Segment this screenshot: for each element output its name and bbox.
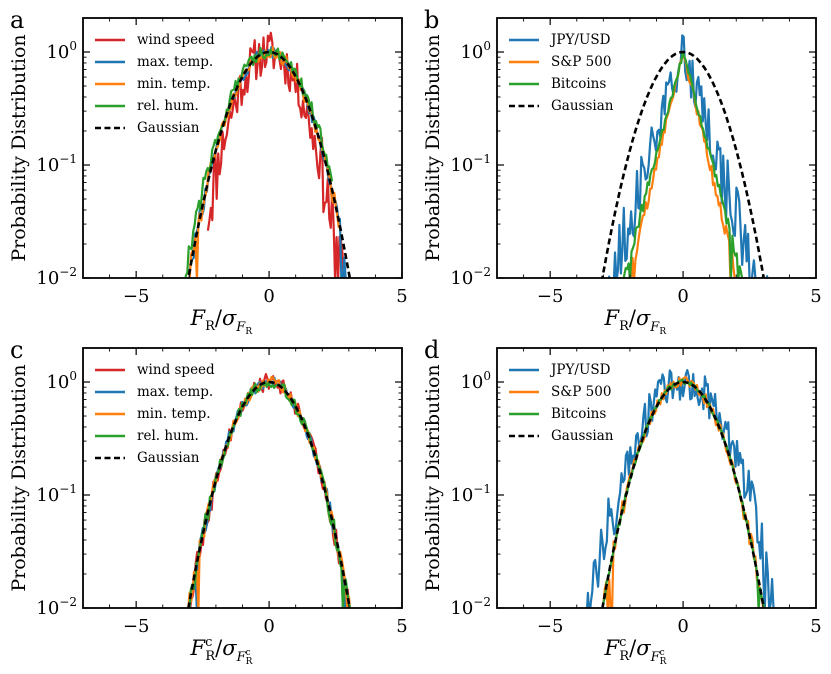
legend-entry: max. temp. <box>137 54 213 70</box>
x-axis-label: FR/σFR <box>190 306 253 337</box>
y-tick-label: 100 <box>460 369 491 393</box>
series-line-gaussian <box>601 380 766 608</box>
x-tick-label: −5 <box>123 286 150 307</box>
x-tick-label: 0 <box>677 286 688 307</box>
legend-entry: max. temp. <box>137 384 213 400</box>
y-tick-label: 100 <box>46 369 77 393</box>
legend-entry: Gaussian <box>137 120 200 136</box>
panel-letter: c <box>10 336 23 364</box>
legend-entry: min. temp. <box>137 406 211 422</box>
x-axis-label: FR/σFR <box>604 306 667 337</box>
series-line-jpy-usd <box>585 369 782 608</box>
plot-area <box>184 31 352 278</box>
legend: wind speed max. temp. min. temp. rel. hum. G… <box>95 362 215 466</box>
plot-area <box>187 373 352 608</box>
series-line-gaussian <box>187 50 352 278</box>
legend-entry: S&P 500 <box>551 54 611 70</box>
legend: JPY/USD S&P 500 Bitcoins Gaussian <box>509 32 614 114</box>
legend-entry: wind speed <box>137 32 215 48</box>
legend-entry: rel. hum. <box>137 98 199 114</box>
series-line-jpy-usd <box>607 34 769 278</box>
y-tick-label: 10−2 <box>36 595 77 619</box>
legend-entry: min. temp. <box>137 76 211 92</box>
x-axis-label: Fc R/σFc R <box>190 635 253 667</box>
panel-letter: a <box>10 6 24 34</box>
panel-letter: b <box>424 6 439 34</box>
y-axis-label: Probability Distribution <box>8 364 30 591</box>
legend-entry: S&P 500 <box>551 384 611 400</box>
x-tick-label: 5 <box>810 616 821 637</box>
legend-entry: JPY/USD <box>549 362 611 378</box>
legend-entry: JPY/USD <box>549 32 611 48</box>
y-tick-label: 10−1 <box>36 482 77 506</box>
x-tick-label: 0 <box>263 616 274 637</box>
legend-entry: Bitcoins <box>551 406 606 422</box>
legend: JPY/USD S&P 500 Bitcoins Gaussian <box>509 362 614 444</box>
axes-frame <box>82 17 403 279</box>
y-tick-label: 10−2 <box>450 265 491 289</box>
x-tick-label: 5 <box>396 616 407 637</box>
axes-frame <box>82 347 403 609</box>
x-tick-label: 5 <box>810 286 821 307</box>
y-tick-label: 100 <box>460 39 491 63</box>
legend-entry: wind speed <box>137 362 215 378</box>
y-tick-label: 100 <box>46 39 77 63</box>
y-tick-label: 10−1 <box>450 152 491 176</box>
series-line-rel-hum- <box>184 46 334 278</box>
series-line-wind-speed <box>206 31 345 278</box>
plot-area <box>585 369 782 608</box>
y-tick-label: 10−1 <box>450 482 491 506</box>
legend-entry: rel. hum. <box>137 428 199 444</box>
y-tick-label: 10−1 <box>36 152 77 176</box>
x-tick-label: −5 <box>537 616 564 637</box>
legend-entry: Bitcoins <box>551 76 606 92</box>
legend-entry: Gaussian <box>551 428 614 444</box>
x-tick-label: 0 <box>263 286 274 307</box>
plot-area <box>601 34 769 278</box>
legend: wind speed max. temp. min. temp. rel. hum. G… <box>95 32 215 136</box>
series-line-bitcoins <box>622 51 744 278</box>
legend-entry: Gaussian <box>137 450 200 466</box>
y-tick-label: 10−2 <box>450 595 491 619</box>
series-line-gaussian <box>601 50 766 278</box>
x-axis-label: Fc R/σFc R <box>604 635 667 667</box>
y-axis-label: Probability Distribution <box>8 34 30 261</box>
x-tick-label: 0 <box>677 616 688 637</box>
y-tick-label: 10−2 <box>36 265 77 289</box>
series-line-s-p-500 <box>602 375 765 608</box>
x-tick-label: −5 <box>537 286 564 307</box>
x-tick-label: −5 <box>123 616 150 637</box>
series-line-gaussian <box>187 380 352 608</box>
y-axis-label: Probability Distribution <box>422 34 444 261</box>
panel-letter: d <box>424 336 439 364</box>
x-tick-label: 5 <box>396 286 407 307</box>
y-axis-label: Probability Distribution <box>422 364 444 591</box>
legend-entry: Gaussian <box>551 98 614 114</box>
